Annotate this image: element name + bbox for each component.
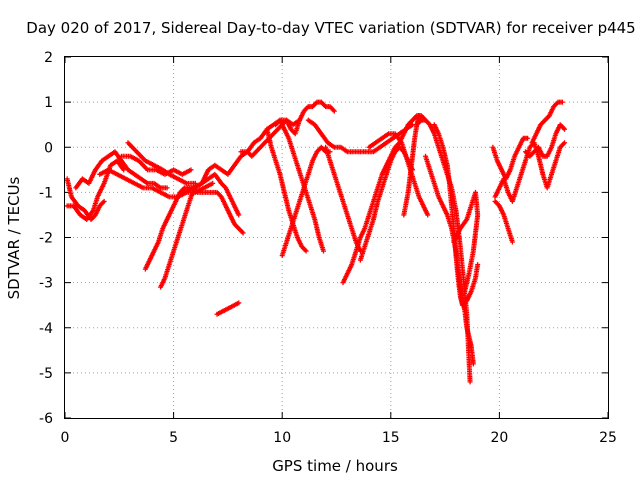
series-arc27 [492, 198, 515, 245]
x-axis-label: GPS time / hours [272, 457, 398, 475]
data-point [121, 167, 127, 173]
data-point [462, 289, 468, 295]
y-tick-label: -4 [39, 321, 53, 337]
data-point [303, 248, 309, 254]
data-point [240, 230, 246, 236]
series-arc15 [305, 117, 416, 155]
data-point [562, 140, 568, 146]
series-arc08 [158, 171, 242, 290]
axis-ticks: 0 5 10 15 20 25 -6 -5 -4 -3 -2 -1 0 1 2 [39, 50, 617, 446]
series-arc06 [118, 153, 194, 177]
series-arc29 [522, 122, 568, 159]
series-arc10 [214, 300, 242, 317]
y-tick-label: 0 [44, 140, 53, 156]
x-tick-label: 10 [273, 430, 291, 446]
data-point [331, 108, 337, 114]
series-arc25 [490, 135, 531, 182]
x-tick-label: 0 [61, 430, 70, 446]
y-tick-label: -5 [39, 366, 53, 382]
data-point [236, 212, 242, 218]
data-point [559, 99, 565, 105]
x-tick-label: 5 [169, 430, 178, 446]
series-arc02 [64, 158, 127, 222]
data-point [236, 300, 242, 306]
series-arc11 [238, 99, 337, 159]
y-tick-label: -1 [39, 185, 53, 201]
data-points [64, 99, 568, 385]
data-point [425, 212, 431, 218]
chart-title: Day 020 of 2017, Sidereal Day-to-day VTE… [26, 19, 635, 37]
y-tick-label: -2 [39, 231, 53, 247]
x-tick-label: 15 [382, 430, 400, 446]
data-point [164, 185, 170, 191]
series-arc01 [64, 176, 107, 222]
data-point [470, 361, 476, 367]
series-arc03 [73, 149, 170, 191]
x-tick-label: 25 [599, 430, 617, 446]
data-point [509, 239, 515, 245]
y-tick-label: 2 [44, 50, 53, 66]
series-arc13 [273, 117, 326, 254]
series-arc24 [451, 189, 481, 295]
data-point [210, 180, 216, 186]
y-tick-label: -3 [39, 276, 53, 292]
series-arc20 [401, 113, 422, 218]
y-tick-label: -6 [39, 411, 53, 427]
series-arc14 [279, 144, 333, 259]
data-point [101, 198, 107, 204]
data-point [525, 135, 531, 141]
y-tick-label: 1 [44, 95, 53, 111]
series-arc18 [357, 144, 416, 263]
data-point [416, 113, 422, 119]
x-tick-label: 20 [490, 430, 508, 446]
data-point [188, 167, 194, 173]
data-point [467, 379, 473, 385]
y-axis-label: SDTVAR / TECUs [5, 176, 23, 299]
data-point [320, 248, 326, 254]
series-arc28 [529, 99, 565, 146]
series-arc23 [431, 122, 481, 308]
plot-frame [64, 56, 609, 419]
data-point [475, 262, 481, 268]
data-point [562, 126, 568, 132]
